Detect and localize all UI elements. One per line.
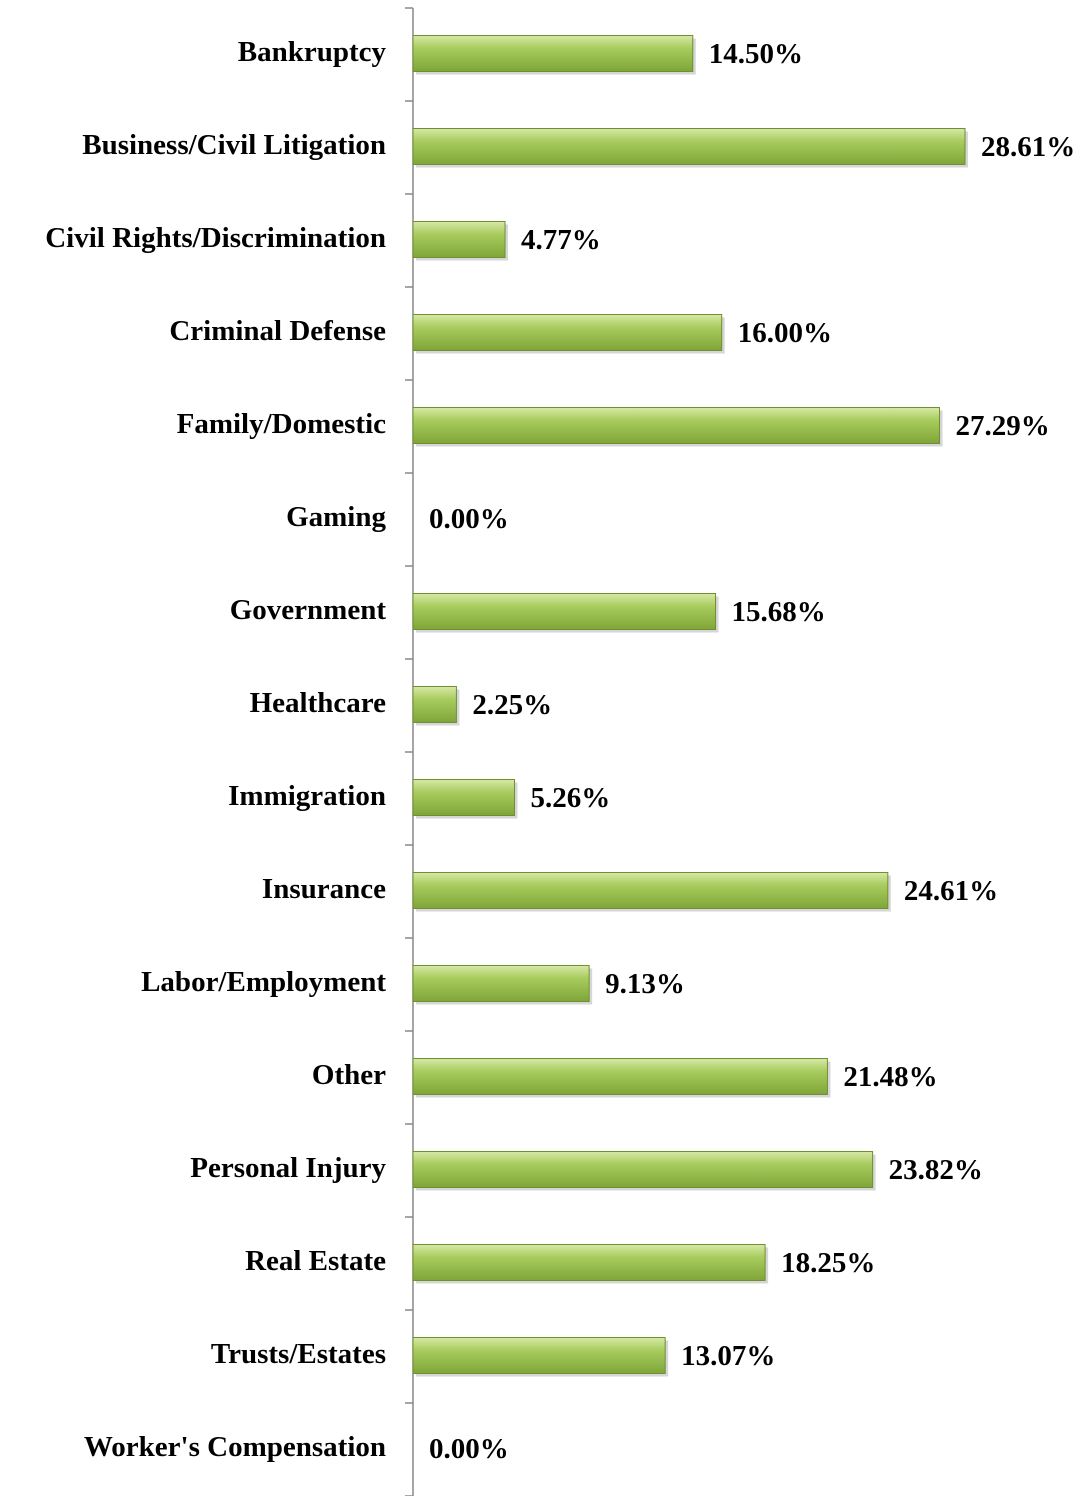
bar (412, 35, 694, 72)
value-label: 27.29% (956, 410, 1050, 442)
bar (412, 221, 506, 258)
category-label: Personal Injury (190, 1152, 386, 1184)
category-label: Real Estate (245, 1245, 386, 1277)
category-label: Immigration (228, 780, 386, 812)
bar (412, 872, 889, 909)
value-label: 16.00% (738, 317, 832, 349)
value-label: 24.61% (904, 875, 998, 907)
bar (412, 314, 723, 351)
value-label: 18.25% (781, 1247, 875, 1279)
category-label: Labor/Employment (141, 966, 386, 998)
bar (412, 1244, 766, 1281)
category-label: Business/Civil Litigation (82, 129, 386, 161)
value-label: 5.26% (530, 782, 610, 814)
bar (412, 1337, 666, 1374)
value-label: 4.77% (521, 224, 601, 256)
value-label: 14.50% (709, 38, 803, 70)
category-label: Criminal Defense (169, 315, 386, 347)
value-label: 9.13% (605, 968, 685, 1000)
bar (412, 965, 590, 1002)
category-label: Worker's Compensation (84, 1431, 386, 1463)
category-label: Government (230, 594, 387, 626)
value-label: 21.48% (843, 1061, 937, 1093)
category-label: Bankruptcy (238, 36, 387, 68)
category-label: Gaming (286, 501, 386, 533)
value-label: 15.68% (732, 596, 826, 628)
category-label: Other (312, 1059, 386, 1091)
value-label: 0.00% (429, 503, 509, 535)
category-label: Civil Rights/Discrimination (45, 222, 386, 254)
bar (412, 1151, 874, 1188)
value-label: 0.00% (429, 1433, 509, 1465)
bar (412, 128, 966, 165)
bar (412, 779, 515, 816)
category-label: Family/Domestic (177, 408, 387, 440)
value-label: 23.82% (889, 1154, 983, 1186)
category-label: Trusts/Estates (211, 1338, 386, 1370)
category-label: Insurance (262, 873, 386, 905)
bar (412, 593, 717, 630)
bar (412, 686, 457, 723)
bar (412, 1058, 828, 1095)
bar (412, 407, 941, 444)
value-label: 13.07% (681, 1340, 775, 1372)
value-label: 28.61% (981, 131, 1075, 163)
category-label: Healthcare (250, 687, 386, 719)
value-label: 2.25% (472, 689, 552, 721)
